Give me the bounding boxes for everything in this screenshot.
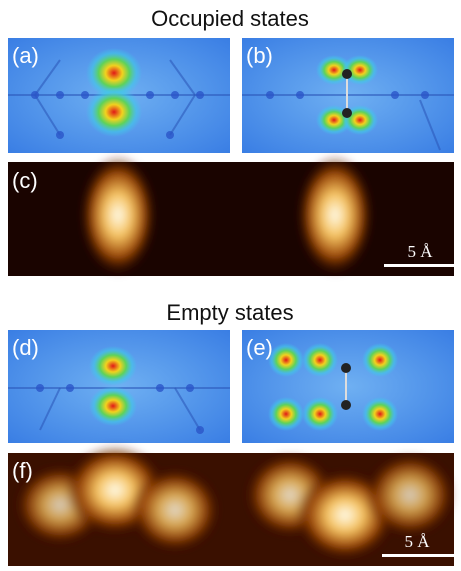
scale-bar xyxy=(382,554,454,557)
figure: Occupied states (a) (b) (c) 5 Å Empty st… xyxy=(0,0,461,571)
scale-bar xyxy=(384,264,456,267)
orbital xyxy=(86,87,142,137)
panel-label: (c) xyxy=(12,168,38,193)
orbital xyxy=(268,343,304,377)
section-title: Occupied states xyxy=(151,6,309,31)
orbital xyxy=(89,346,137,386)
orbital xyxy=(362,397,398,431)
orbital xyxy=(302,397,338,431)
orbital xyxy=(268,397,304,431)
orbital xyxy=(362,343,398,377)
atom xyxy=(342,108,352,118)
atom xyxy=(342,69,352,79)
panel-label: (f) xyxy=(12,458,33,483)
page: {"sections": [ {"title": "Occupied state… xyxy=(0,0,461,571)
section-title: Empty states xyxy=(166,300,293,325)
atom xyxy=(341,400,351,410)
scale-label: 5 Å xyxy=(407,242,433,261)
panel-label: (a) xyxy=(12,43,39,68)
atom xyxy=(341,363,351,373)
orbital xyxy=(89,386,137,426)
panel-label: (e) xyxy=(246,335,273,360)
panel-label: (b) xyxy=(246,43,273,68)
orbital xyxy=(302,343,338,377)
panel-label: (d) xyxy=(12,335,39,360)
scale-label: 5 Å xyxy=(404,532,430,551)
panel-c xyxy=(8,162,454,276)
